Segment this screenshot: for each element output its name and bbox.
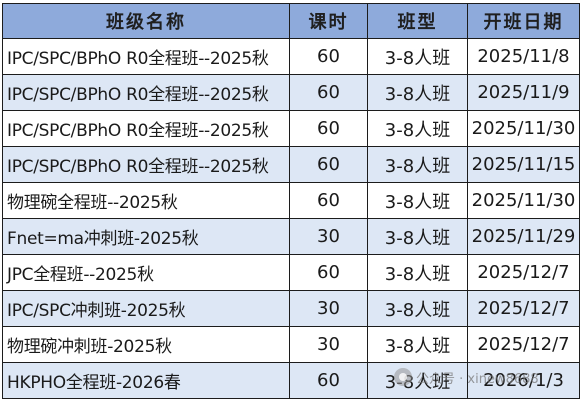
cell-start-date: 2025/11/9 (467, 74, 580, 111)
cell-start-date: 2026/1/3 (467, 362, 580, 399)
cell-class-type: 3-8人班 (367, 38, 468, 75)
cell-class-type: 3-8人班 (367, 362, 468, 399)
header-class-type: 班型 (367, 3, 468, 39)
cell-class-type: 3-8人班 (367, 74, 468, 111)
class-schedule-table: 班级名称 课时 班型 开班日期 IPC/SPC/BPhO R0全程班--2025… (2, 3, 580, 399)
cell-class-type: 3-8人班 (367, 326, 468, 363)
cell-hours: 60 (289, 254, 368, 291)
cell-class-name: IPC/SPC/BPhO R0全程班--2025秋 (2, 74, 290, 111)
cell-start-date: 2025/11/15 (467, 146, 580, 183)
header-hours: 课时 (289, 3, 368, 39)
table-row: IPC/SPC/BPhO R0全程班--2025秋 60 3-8人班 2025/… (2, 110, 580, 147)
table-body: IPC/SPC/BPhO R0全程班--2025秋 60 3-8人班 2025/… (2, 38, 580, 399)
cell-class-name: IPC/SPC/BPhO R0全程班--2025秋 (2, 110, 290, 147)
header-start-date: 开班日期 (467, 3, 580, 39)
cell-start-date: 2025/11/8 (467, 38, 580, 75)
table-row: 物理碗全程班--2025秋 60 3-8人班 2025/11/30 (2, 182, 580, 219)
table-row: HKPHO全程班-2026春 60 3-8人班 2026/1/3 (2, 362, 580, 399)
cell-class-type: 3-8人班 (367, 182, 468, 219)
cell-start-date: 2025/11/30 (467, 182, 580, 219)
cell-hours: 60 (289, 74, 368, 111)
cell-hours: 30 (289, 290, 368, 327)
cell-hours: 30 (289, 326, 368, 363)
cell-class-name: IPC/SPC/BPhO R0全程班--2025秋 (2, 38, 290, 75)
cell-start-date: 2025/12/7 (467, 290, 580, 327)
cell-class-name: IPC/SPC/BPhO R0全程班--2025秋 (2, 146, 290, 183)
cell-class-type: 3-8人班 (367, 218, 468, 255)
table-row: 物理碗冲刺班-2025秋 30 3-8人班 2025/12/7 (2, 326, 580, 363)
cell-start-date: 2025/11/29 (467, 218, 580, 255)
header-row: 班级名称 课时 班型 开班日期 (2, 3, 580, 39)
table-row: IPC/SPC/BPhO R0全程班--2025秋 60 3-8人班 2025/… (2, 146, 580, 183)
cell-hours: 60 (289, 146, 368, 183)
cell-start-date: 2025/11/30 (467, 110, 580, 147)
cell-start-date: 2025/12/7 (467, 254, 580, 291)
cell-class-name: IPC/SPC冲刺班-2025秋 (2, 290, 290, 327)
cell-start-date: 2025/12/7 (467, 326, 580, 363)
cell-class-type: 3-8人班 (367, 254, 468, 291)
table-row: Fnet=ma冲刺班-2025秋 30 3-8人班 2025/11/29 (2, 218, 580, 255)
cell-class-name: Fnet=ma冲刺班-2025秋 (2, 218, 290, 255)
watermark-text: 公众号 · xinew8688 (416, 371, 539, 387)
cell-class-type: 3-8人班 (367, 146, 468, 183)
table-row: IPC/SPC/BPhO R0全程班--2025秋 60 3-8人班 2025/… (2, 74, 580, 111)
cell-class-name: HKPHO全程班-2026春 (2, 362, 290, 399)
table-row: IPC/SPC/BPhO R0全程班--2025秋 60 3-8人班 2025/… (2, 38, 580, 75)
cell-class-type: 3-8人班 (367, 110, 468, 147)
cell-class-name: 物理碗全程班--2025秋 (2, 182, 290, 219)
header-class-name: 班级名称 (2, 3, 290, 39)
cell-hours: 60 (289, 362, 368, 399)
cell-class-name: 物理碗冲刺班-2025秋 (2, 326, 290, 363)
table-row: JPC全程班--2025秋 60 3-8人班 2025/12/7 (2, 254, 580, 291)
cell-hours: 30 (289, 218, 368, 255)
table-row: IPC/SPC冲刺班-2025秋 30 3-8人班 2025/12/7 (2, 290, 580, 327)
cell-hours: 60 (289, 38, 368, 75)
watermark: 公众号 · xinew8688 (394, 366, 539, 388)
table-header: 班级名称 课时 班型 开班日期 (2, 3, 580, 39)
cell-class-name: JPC全程班--2025秋 (2, 254, 290, 291)
cell-class-type: 3-8人班 (367, 290, 468, 327)
cell-hours: 60 (289, 110, 368, 147)
wechat-official-account-icon (394, 368, 412, 386)
cell-hours: 60 (289, 182, 368, 219)
